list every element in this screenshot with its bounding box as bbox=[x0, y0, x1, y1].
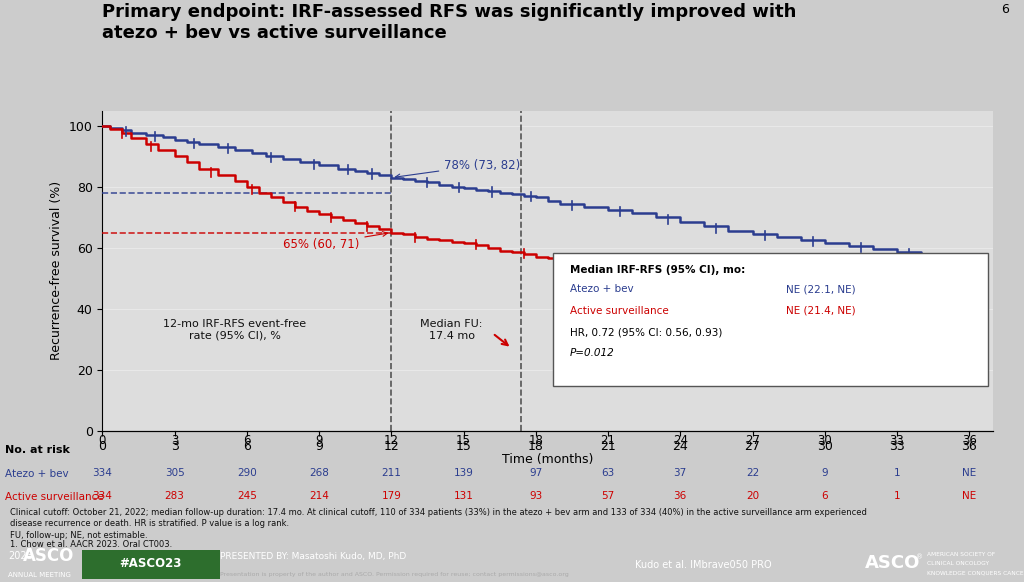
Text: 12: 12 bbox=[384, 434, 398, 446]
Text: FU, follow-up; NE, not estimable.: FU, follow-up; NE, not estimable. bbox=[10, 531, 147, 540]
Text: Median FU:
17.4 mo: Median FU: 17.4 mo bbox=[420, 320, 482, 341]
Text: 139: 139 bbox=[454, 468, 473, 478]
Y-axis label: Recurrence-free survival (%): Recurrence-free survival (%) bbox=[50, 181, 63, 360]
Text: #ASCO23: #ASCO23 bbox=[120, 558, 181, 570]
Text: 20: 20 bbox=[745, 491, 759, 501]
Text: 283: 283 bbox=[165, 491, 184, 501]
Text: NE: NE bbox=[963, 468, 976, 478]
Text: 334: 334 bbox=[92, 468, 113, 478]
Text: No. at risk: No. at risk bbox=[5, 445, 70, 455]
Text: ASCO: ASCO bbox=[865, 554, 921, 572]
Text: 131: 131 bbox=[454, 491, 473, 501]
Text: 18: 18 bbox=[528, 434, 544, 446]
Text: 33: 33 bbox=[890, 434, 904, 446]
FancyBboxPatch shape bbox=[553, 253, 988, 386]
Text: Active surveillance: Active surveillance bbox=[5, 492, 103, 502]
Text: 36: 36 bbox=[674, 491, 687, 501]
Text: disease recurrence or death. HR is stratified. P value is a log rank.: disease recurrence or death. HR is strat… bbox=[10, 519, 290, 528]
Text: ®: ® bbox=[916, 555, 924, 560]
Text: 36: 36 bbox=[962, 434, 977, 446]
Text: Atezo + bev: Atezo + bev bbox=[569, 285, 633, 294]
Text: 0: 0 bbox=[98, 434, 106, 446]
Text: 30: 30 bbox=[817, 434, 833, 446]
Text: 1. Chow et al. AACR 2023. Oral CT003.: 1. Chow et al. AACR 2023. Oral CT003. bbox=[10, 540, 172, 549]
Text: KNOWLEDGE CONQUERS CANCER: KNOWLEDGE CONQUERS CANCER bbox=[927, 570, 1024, 576]
Text: PRESENTED BY: Masatoshi Kudo, MD, PhD: PRESENTED BY: Masatoshi Kudo, MD, PhD bbox=[220, 552, 407, 562]
Text: NE: NE bbox=[963, 491, 976, 501]
Text: AMERICAN SOCIETY OF: AMERICAN SOCIETY OF bbox=[927, 552, 995, 557]
Text: Active surveillance: Active surveillance bbox=[569, 306, 669, 315]
Text: NE (22.1, NE): NE (22.1, NE) bbox=[786, 285, 856, 294]
Text: 3: 3 bbox=[171, 434, 178, 446]
Text: 97: 97 bbox=[529, 468, 543, 478]
Text: 334: 334 bbox=[92, 491, 113, 501]
Text: 2023: 2023 bbox=[8, 551, 33, 561]
Text: Atezo + bev: Atezo + bev bbox=[5, 469, 69, 478]
Text: 6: 6 bbox=[1000, 3, 1009, 16]
Text: 24: 24 bbox=[673, 434, 688, 446]
Text: 78% (73, 82): 78% (73, 82) bbox=[395, 158, 520, 179]
Text: 22: 22 bbox=[745, 468, 759, 478]
Text: 290: 290 bbox=[237, 468, 257, 478]
Text: 37: 37 bbox=[674, 468, 687, 478]
Text: 21: 21 bbox=[600, 434, 615, 446]
Text: 27: 27 bbox=[745, 434, 760, 446]
Text: NE (21.4, NE): NE (21.4, NE) bbox=[786, 306, 856, 315]
Text: Time (months): Time (months) bbox=[502, 453, 594, 466]
Text: 214: 214 bbox=[309, 491, 329, 501]
Text: 6: 6 bbox=[243, 434, 251, 446]
Text: 57: 57 bbox=[601, 491, 614, 501]
Text: Clinical cutoff: October 21, 2022; median follow-up duration: 17.4 mo. At clinic: Clinical cutoff: October 21, 2022; media… bbox=[10, 508, 867, 516]
Text: 179: 179 bbox=[381, 491, 401, 501]
Text: 15: 15 bbox=[456, 434, 471, 446]
Text: 9: 9 bbox=[315, 434, 323, 446]
Text: 12-mo IRF-RFS event-free
rate (95% CI), %: 12-mo IRF-RFS event-free rate (95% CI), … bbox=[163, 320, 306, 341]
Text: ANNUAL MEETING: ANNUAL MEETING bbox=[8, 572, 71, 578]
Text: 65% (60, 71): 65% (60, 71) bbox=[283, 232, 387, 251]
Text: Primary endpoint: IRF-assessed RFS was significantly improved with
atezo + bev v: Primary endpoint: IRF-assessed RFS was s… bbox=[102, 3, 797, 42]
Text: P=0.012: P=0.012 bbox=[569, 349, 614, 359]
Text: Presentation is property of the author and ASCO. Permission required for reuse; : Presentation is property of the author a… bbox=[220, 572, 569, 577]
Text: 245: 245 bbox=[237, 491, 257, 501]
Text: 1: 1 bbox=[894, 491, 900, 501]
Text: 93: 93 bbox=[529, 491, 543, 501]
Text: Kudo et al. IMbrave050 PRO: Kudo et al. IMbrave050 PRO bbox=[635, 559, 771, 570]
Text: 6: 6 bbox=[821, 491, 828, 501]
Text: 305: 305 bbox=[165, 468, 184, 478]
Text: ASCO: ASCO bbox=[23, 547, 74, 565]
Text: 268: 268 bbox=[309, 468, 329, 478]
Text: Median IRF-RFS (95% CI), mo:: Median IRF-RFS (95% CI), mo: bbox=[569, 265, 744, 275]
Text: 211: 211 bbox=[381, 468, 401, 478]
Text: 63: 63 bbox=[601, 468, 614, 478]
FancyBboxPatch shape bbox=[82, 550, 220, 579]
Text: CLINICAL ONCOLOGY: CLINICAL ONCOLOGY bbox=[927, 562, 989, 566]
Text: 1: 1 bbox=[894, 468, 900, 478]
Text: HR, 0.72 (95% CI: 0.56, 0.93): HR, 0.72 (95% CI: 0.56, 0.93) bbox=[569, 327, 722, 337]
Text: 9: 9 bbox=[821, 468, 828, 478]
